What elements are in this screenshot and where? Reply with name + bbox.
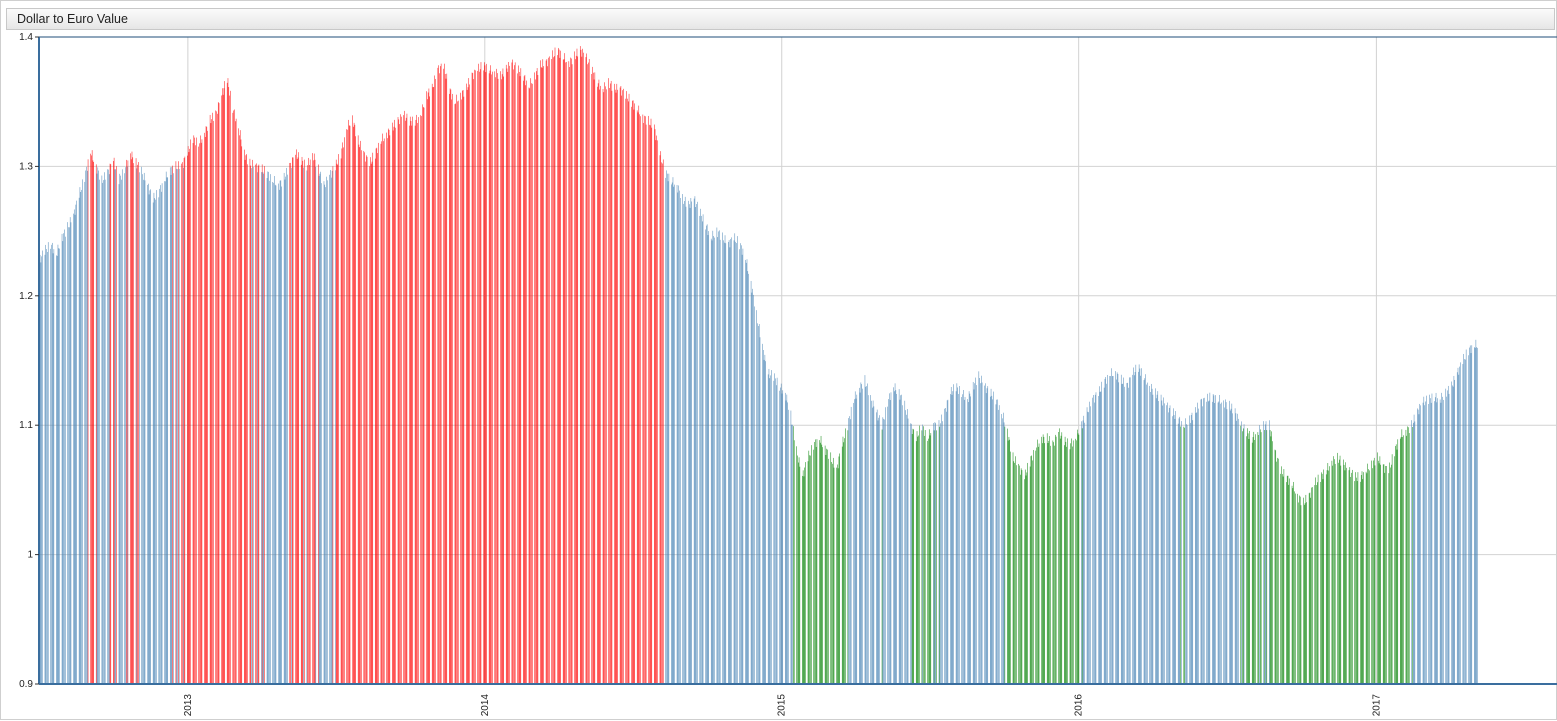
y-tick-label: 1.1 [19,420,33,431]
x-tick-label: 2014 [480,694,491,717]
y-axis-ticks: 0.9 1 1.1 1.2 1.3 1.4 [19,32,39,690]
y-tick-label: 1 [27,550,33,561]
y-tick-label: 0.9 [19,679,33,690]
x-tick-label: 2017 [1371,694,1382,717]
x-tick-label: 2013 [183,694,194,717]
x-axis-ticks: 2013 2014 2015 2016 2017 [183,694,1383,717]
bar-series [39,46,1478,684]
y-tick-label: 1.3 [19,161,33,172]
x-tick-label: 2015 [777,694,788,717]
y-tick-label: 1.4 [19,32,33,43]
x-tick-label: 2016 [1074,694,1085,717]
y-tick-label: 1.2 [19,291,33,302]
